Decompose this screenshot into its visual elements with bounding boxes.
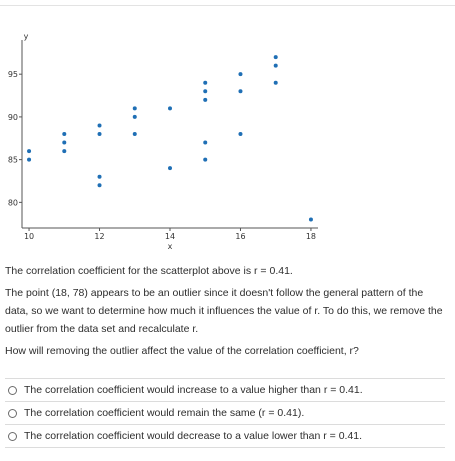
x-tick-label: 12 <box>94 232 104 241</box>
data-point <box>273 55 278 60</box>
data-point <box>238 89 243 94</box>
scatter-chart: 80 85 90 95 10 12 14 16 18 x y <box>8 32 318 251</box>
data-point <box>308 217 313 222</box>
data-point <box>97 183 102 188</box>
data-point <box>27 157 32 162</box>
data-point <box>273 63 278 68</box>
x-axis-label: x <box>168 242 173 251</box>
explanation-text: The point (18, 78) appears to be an outl… <box>5 287 443 335</box>
data-point <box>203 80 208 85</box>
option-increase[interactable]: The correlation coefficient would increa… <box>5 378 445 402</box>
question-text: The correlation coefficient for the scat… <box>5 262 445 360</box>
data-point <box>168 106 172 111</box>
data-point <box>203 157 208 162</box>
y-tick-label: 90 <box>8 113 18 122</box>
y-tick-label: 80 <box>8 198 18 207</box>
data-point <box>27 149 32 154</box>
statement-text: The correlation coefficient for the scat… <box>5 265 293 277</box>
data-point <box>238 72 243 77</box>
x-tick-label: 10 <box>24 232 34 241</box>
x-tick-label: 16 <box>235 232 245 241</box>
data-point <box>273 80 278 85</box>
y-tick-label: 85 <box>8 156 18 165</box>
chart-axes: 80 85 90 95 10 12 14 16 18 x y <box>8 32 318 251</box>
data-point <box>168 166 172 171</box>
data-point <box>97 174 102 179</box>
radio-icon[interactable] <box>8 385 17 395</box>
option-decrease[interactable]: The correlation coefficient would decrea… <box>5 425 445 448</box>
y-axis-label: y <box>24 32 29 41</box>
option-same[interactable]: The correlation coefficient would remain… <box>5 402 445 425</box>
data-point <box>238 132 243 136</box>
option-label: The correlation coefficient would remain… <box>24 407 305 419</box>
data-point <box>203 89 208 94</box>
top-divider <box>0 5 455 6</box>
question-prompt: How will removing the outlier affect the… <box>5 345 359 357</box>
data-point <box>203 140 208 145</box>
x-tick-label: 18 <box>306 232 316 241</box>
radio-icon[interactable] <box>8 408 17 418</box>
data-point <box>132 132 137 136</box>
data-point <box>62 140 67 145</box>
data-point <box>97 132 102 136</box>
data-point <box>132 114 137 119</box>
chart-points <box>27 55 313 222</box>
answer-options: The correlation coefficient would increa… <box>5 378 445 448</box>
x-tick-label: 14 <box>165 232 175 241</box>
data-point <box>97 123 102 128</box>
radio-icon[interactable] <box>8 431 17 441</box>
option-label: The correlation coefficient would increa… <box>24 384 363 396</box>
option-label: The correlation coefficient would decrea… <box>24 430 363 442</box>
data-point <box>132 106 137 111</box>
y-tick-label: 95 <box>8 70 18 79</box>
data-point <box>203 97 208 102</box>
data-point <box>62 132 67 136</box>
data-point <box>62 149 67 154</box>
